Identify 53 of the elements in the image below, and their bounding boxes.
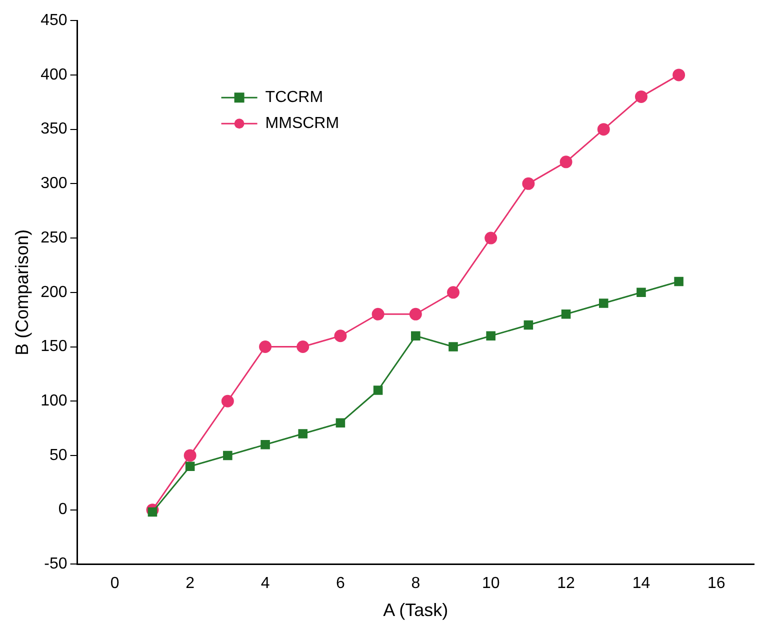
point <box>223 450 232 460</box>
y-tick-label: 400 <box>40 66 68 84</box>
x-tick-label: 8 <box>411 575 420 592</box>
x-tick-label: 14 <box>632 575 650 592</box>
point <box>634 90 648 103</box>
point <box>672 68 686 82</box>
point <box>336 418 346 428</box>
point <box>259 340 272 354</box>
y-tick-label: 0 <box>58 501 68 518</box>
point <box>446 286 460 299</box>
legend-label: MMSCRM <box>265 115 340 132</box>
x-tick-label: 10 <box>482 575 500 592</box>
x-tick-label: 6 <box>336 575 346 592</box>
y-tick-label: 250 <box>40 229 68 246</box>
x-tick-label: 0 <box>110 575 120 592</box>
y-tick-label: 300 <box>40 175 68 192</box>
y-tick-label: 100 <box>40 392 68 410</box>
y-tick-label: 450 <box>40 12 68 30</box>
point <box>524 320 534 330</box>
point <box>484 232 498 244</box>
point <box>560 156 572 168</box>
point <box>260 440 270 450</box>
y-tick-label: -50 <box>44 556 68 573</box>
x-axis-title: A (Task) <box>383 600 448 620</box>
point <box>486 331 496 341</box>
point <box>561 310 571 319</box>
point <box>522 177 535 190</box>
point <box>598 298 608 308</box>
point <box>597 123 610 136</box>
point <box>334 330 347 342</box>
point <box>674 276 684 286</box>
point <box>148 507 158 517</box>
point <box>372 308 384 320</box>
y-tick-label: 50 <box>50 446 68 464</box>
point <box>411 331 420 341</box>
legend-label: TCCRM <box>265 89 324 106</box>
y-tick-label: 150 <box>40 338 68 356</box>
x-tick-label: 2 <box>186 575 195 592</box>
y-tick-label: 200 <box>40 284 68 301</box>
point <box>636 288 646 298</box>
point <box>373 386 383 395</box>
point <box>185 462 195 471</box>
x-tick-label: 4 <box>260 575 270 592</box>
point <box>184 449 196 462</box>
point <box>298 429 308 438</box>
point <box>448 342 458 352</box>
y-axis-title: B (Comparison) <box>12 229 32 356</box>
y-tick-label: 350 <box>40 120 68 138</box>
x-tick-label: 16 <box>708 575 726 592</box>
x-tick-label: 12 <box>557 575 576 592</box>
point <box>296 340 310 354</box>
point <box>221 394 234 408</box>
point <box>409 308 422 320</box>
